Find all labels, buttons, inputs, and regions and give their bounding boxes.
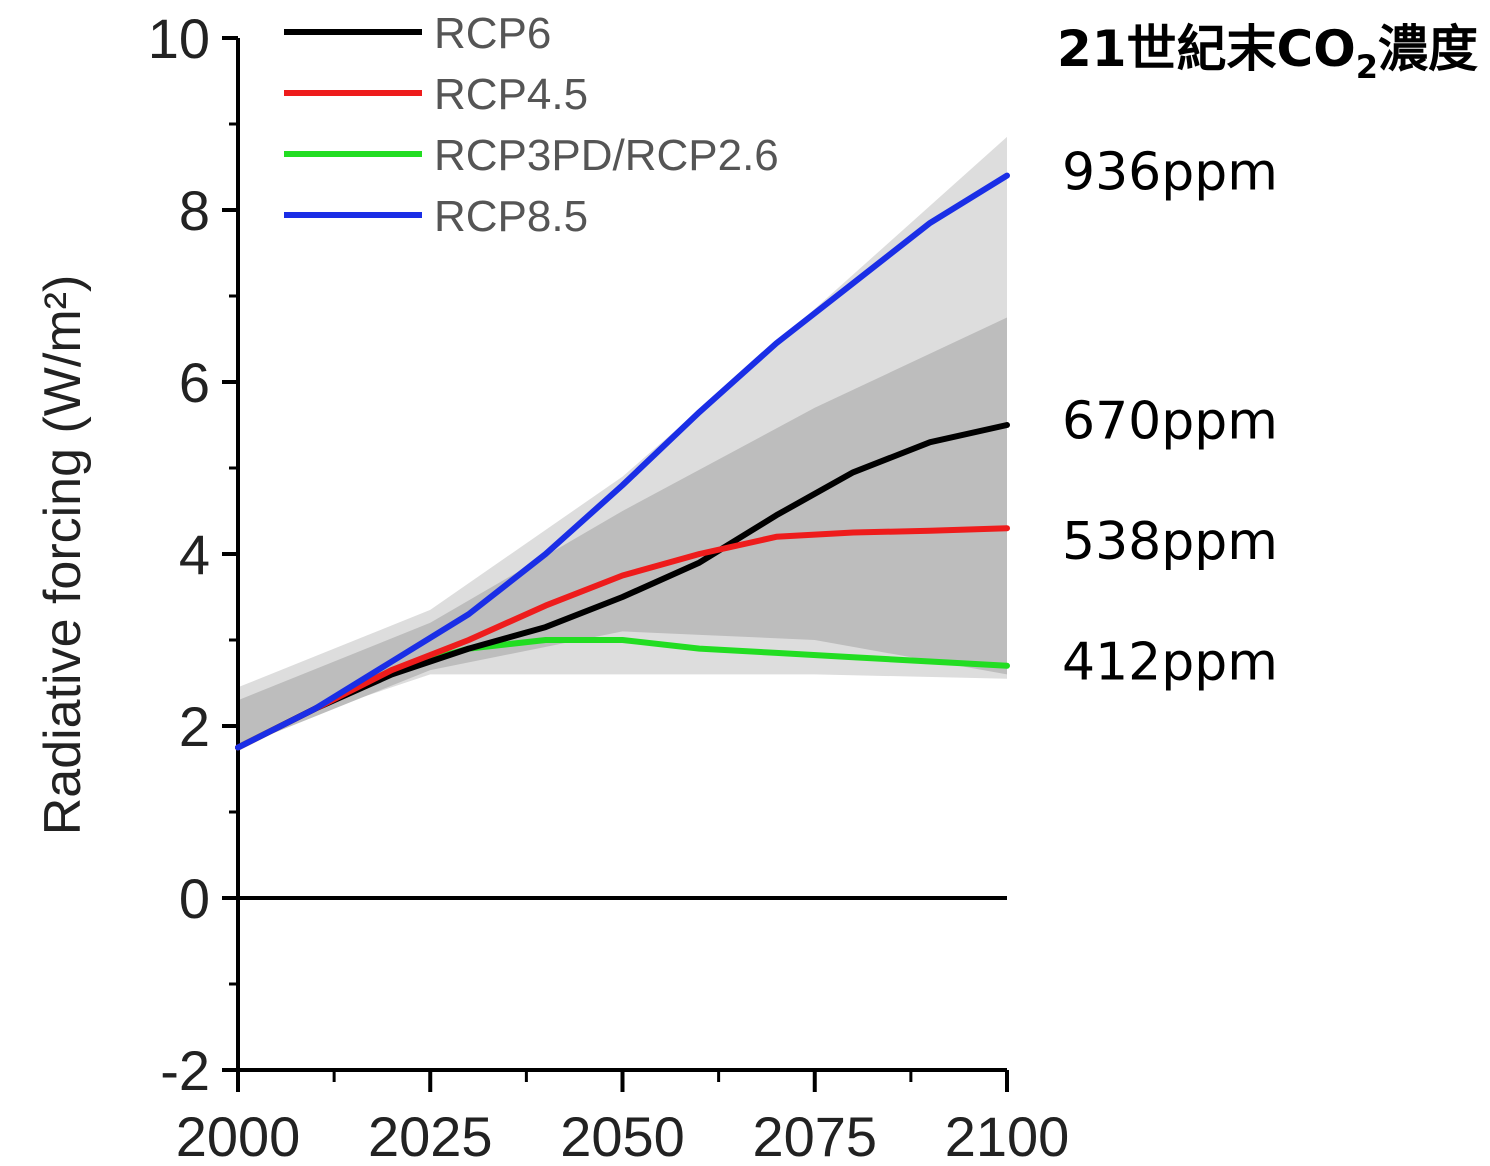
legend-label: RCP8.5 <box>434 192 588 241</box>
x-tick-label: 2025 <box>368 1105 493 1166</box>
y-tick-label: 0 <box>179 867 210 930</box>
co2-header-prefix: 21世紀末CO <box>1057 20 1356 78</box>
y-tick-label: 4 <box>179 523 210 586</box>
legend: RCP6 RCP4.5 RCP3PD/RCP2.6 RCP8.5 <box>284 9 779 241</box>
co2-header-suffix: 濃度 <box>1378 20 1478 78</box>
co2-header-subscript: 2 <box>1356 48 1378 86</box>
co2-concentration-header: 21世紀末CO2濃度 <box>1057 20 1478 86</box>
y-tick-label: 10 <box>148 7 210 70</box>
y-tick-label: -2 <box>160 1039 210 1102</box>
x-tick-label: 2000 <box>176 1105 301 1166</box>
y-axis-label: Radiative forcing (W/m²) <box>34 275 92 836</box>
series-line-rcp8-5 <box>235 172 1010 751</box>
legend-label: RCP3PD/RCP2.6 <box>434 131 779 180</box>
ppm-label: 538ppm <box>1062 512 1278 572</box>
ppm-label: 936ppm <box>1062 142 1278 202</box>
x-tick-label: 2075 <box>752 1105 877 1166</box>
x-tick-label: 2050 <box>560 1105 685 1166</box>
legend-label: RCP4.5 <box>434 70 588 119</box>
series-line-rcp4-5 <box>235 525 1010 751</box>
y-tick-label: 8 <box>179 179 210 242</box>
y-tick-label: 6 <box>179 351 210 414</box>
ppm-label: 412ppm <box>1062 633 1278 693</box>
ppm-labels: 936ppm 670ppm 538ppm 412ppm <box>1062 142 1278 692</box>
uncertainty-bands <box>238 136 1007 748</box>
series-lines <box>235 172 1010 751</box>
y-tick-label: 2 <box>179 695 210 758</box>
ticks: -2 0 2 4 6 8 10 2000 2025 2050 2075 2100 <box>148 7 1070 1166</box>
x-tick-label: 2100 <box>945 1105 1070 1166</box>
ppm-label: 670ppm <box>1062 392 1278 452</box>
legend-label: RCP6 <box>434 9 551 58</box>
